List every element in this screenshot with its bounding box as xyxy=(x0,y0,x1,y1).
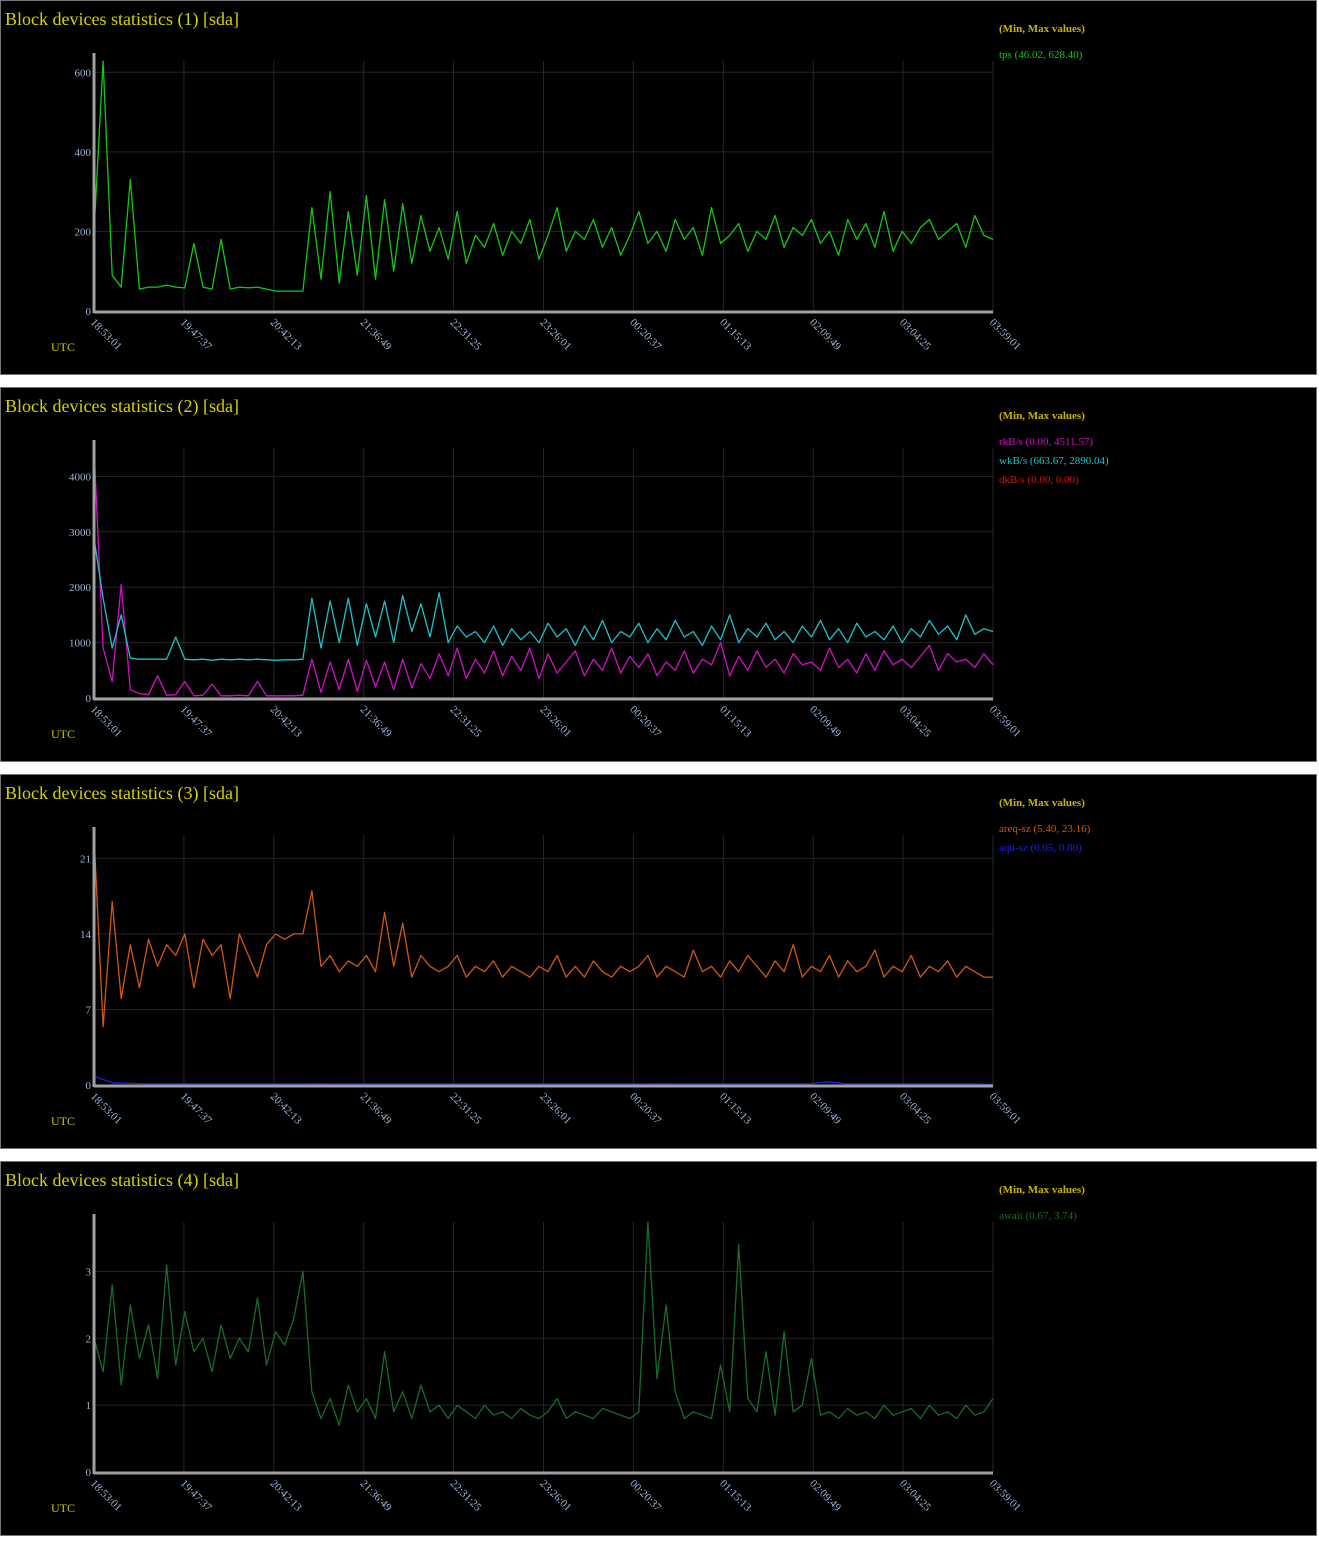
x-tick-label: 01:15:13 xyxy=(717,704,753,740)
x-tick-label: 20:42:13 xyxy=(268,1478,304,1514)
x-tick-label: 01:15:13 xyxy=(717,1091,753,1127)
x-tick-label: 02:09:49 xyxy=(807,1091,843,1127)
timezone-label: UTC xyxy=(51,727,75,741)
x-tick-label: 20:42:13 xyxy=(268,317,304,353)
series-line-areqsz xyxy=(93,834,993,1028)
legend-entry: aqu-sz (0.05, 0.80) xyxy=(999,842,1082,854)
x-tick-label: 01:15:13 xyxy=(717,317,753,353)
x-tick-label: 00:20:37 xyxy=(627,704,663,740)
x-tick-label: 03:04:25 xyxy=(897,317,933,353)
x-tick-label: 22:31:25 xyxy=(447,1091,483,1127)
x-tick-label: 01:15:13 xyxy=(717,1478,753,1514)
x-tick-label: 02:09:49 xyxy=(807,317,843,353)
x-tick-label: 03:59:01 xyxy=(987,704,1023,740)
chart-panel: Block devices statistics (4) [sda] 0 1 2 3 aw… xyxy=(0,1161,1317,1536)
x-tick-label: 23:26:01 xyxy=(537,317,573,353)
x-tick-label: 20:42:13 xyxy=(268,1091,304,1127)
legend-entry: wkB/s (663.67, 2890.04) xyxy=(999,455,1109,467)
series-line-aqusz xyxy=(93,1075,994,1086)
chart-title: Block devices statistics (1) [sda] xyxy=(5,9,239,30)
x-tick-label: 19:47:37 xyxy=(178,1091,214,1127)
chart-svg: Block devices statistics (2) [sda] 0 1000 2… xyxy=(5,396,1109,741)
x-tick-label: 00:20:37 xyxy=(627,1478,663,1514)
x-tick-label: 19:47:37 xyxy=(178,1478,214,1514)
x-tick-label: 20:42:13 xyxy=(268,704,304,740)
x-tick-label: 03:04:25 xyxy=(897,704,933,740)
y-tick-label: 4000 xyxy=(69,471,92,483)
x-tick-label: 02:09:49 xyxy=(807,704,843,740)
x-tick-label: 23:26:01 xyxy=(537,1091,573,1127)
chart-svg: Block devices statistics (3) [sda] 0 7 14 21… xyxy=(5,783,1091,1128)
chart-panel: Block devices statistics (3) [sda] 0 7 14 21… xyxy=(0,774,1317,1149)
y-tick-label: 7 xyxy=(86,1004,92,1016)
x-tick-label: 21:36:49 xyxy=(358,1478,394,1514)
x-tick-label: 18:53:01 xyxy=(88,704,124,740)
x-tick-label: 00:20:37 xyxy=(627,1091,663,1127)
y-tick-label: 3 xyxy=(86,1266,92,1278)
x-tick-label: 19:47:37 xyxy=(178,317,214,353)
timezone-label: UTC xyxy=(51,1501,75,1515)
y-tick-label: 200 xyxy=(75,226,92,238)
x-tick-label: 03:04:25 xyxy=(897,1478,933,1514)
x-tick-label: 22:31:25 xyxy=(447,1478,483,1514)
y-tick-label: 0 xyxy=(86,306,92,318)
legend-entry: tps (46.02, 628.40) xyxy=(999,49,1083,61)
x-tick-label: 19:47:37 xyxy=(178,704,214,740)
chart-svg: Block devices statistics (4) [sda] 0 1 2 3 aw… xyxy=(5,1170,1085,1515)
x-tick-label: 03:04:25 xyxy=(897,1091,933,1127)
chart-title: Block devices statistics (3) [sda] xyxy=(5,783,239,804)
x-tick-label: 03:59:01 xyxy=(987,317,1023,353)
legend-header: (Min, Max values) xyxy=(999,797,1085,809)
x-tick-label: 22:31:25 xyxy=(447,317,483,353)
series-line-rkbs xyxy=(93,447,994,697)
x-tick-label: 21:36:49 xyxy=(358,704,394,740)
x-tick-label: 18:53:01 xyxy=(88,1091,124,1127)
timezone-label: UTC xyxy=(51,340,75,354)
y-tick-label: 1 xyxy=(86,1400,92,1412)
y-tick-label: 2000 xyxy=(69,582,92,594)
legend-entry: dkB/s (0.00, 0.00) xyxy=(999,474,1079,486)
timezone-label: UTC xyxy=(51,1114,75,1128)
x-tick-label: 18:53:01 xyxy=(88,317,124,353)
chart-svg: Block devices statistics (1) [sda] 0 200 40… xyxy=(5,9,1085,354)
x-tick-label: 21:36:49 xyxy=(358,317,394,353)
series-line-tps xyxy=(93,60,994,292)
chart-title: Block devices statistics (4) [sda] xyxy=(5,1170,239,1191)
x-tick-label: 00:20:37 xyxy=(627,317,663,353)
legend-entry: await (0.67, 3.74) xyxy=(999,1210,1077,1222)
x-tick-label: 21:36:49 xyxy=(358,1091,394,1127)
series-line-await xyxy=(93,1221,994,1426)
y-tick-label: 600 xyxy=(75,67,92,79)
y-tick-label: 0 xyxy=(86,1080,92,1092)
y-tick-label: 0 xyxy=(86,693,92,705)
x-tick-label: 23:26:01 xyxy=(537,1478,573,1514)
x-tick-label: 23:26:01 xyxy=(537,704,573,740)
x-tick-label: 18:53:01 xyxy=(88,1478,124,1514)
legend-header: (Min, Max values) xyxy=(999,410,1085,422)
legend-entry: areq-sz (5.40, 23.16) xyxy=(999,823,1091,835)
x-tick-label: 03:59:01 xyxy=(987,1478,1023,1514)
chart-title: Block devices statistics (2) [sda] xyxy=(5,396,239,417)
x-tick-label: 03:59:01 xyxy=(987,1091,1023,1127)
legend-entry: rkB/s (0.00, 4511.57) xyxy=(999,436,1093,448)
y-tick-label: 2 xyxy=(86,1333,92,1345)
legend-header: (Min, Max values) xyxy=(999,1184,1085,1196)
y-tick-label: 3000 xyxy=(69,527,92,539)
chart-panel: Block devices statistics (1) [sda] 0 200 40… xyxy=(0,0,1317,375)
x-tick-label: 22:31:25 xyxy=(447,704,483,740)
legend-header: (Min, Max values) xyxy=(999,23,1085,35)
y-tick-label: 21 xyxy=(80,853,91,865)
y-tick-label: 1000 xyxy=(69,638,92,650)
x-tick-label: 02:09:49 xyxy=(807,1478,843,1514)
chart-panel: Block devices statistics (2) [sda] 0 1000 2… xyxy=(0,387,1317,762)
series-line-wkbs xyxy=(93,537,994,661)
y-tick-label: 400 xyxy=(75,147,92,159)
y-tick-label: 14 xyxy=(80,929,92,941)
y-tick-label: 0 xyxy=(86,1467,92,1479)
